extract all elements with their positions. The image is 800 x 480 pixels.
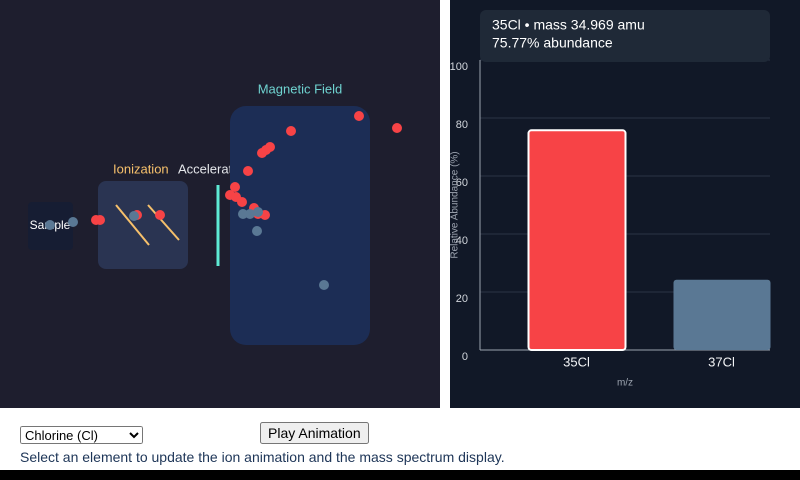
y-tick-label: 40 (456, 235, 468, 247)
x-axis-title: m/z (617, 378, 633, 389)
ion (155, 210, 165, 220)
ion (45, 220, 55, 230)
ion (286, 126, 296, 136)
ion-particles (45, 111, 402, 290)
bar (527, 129, 627, 351)
y-tick-label: 80 (456, 119, 468, 131)
ionization-chamber (98, 181, 188, 269)
ion (238, 209, 248, 219)
ion (129, 211, 139, 221)
ion (392, 123, 402, 133)
element-select[interactable]: Chlorine (Cl) (20, 426, 143, 444)
x-tick-label: 35Cl (563, 354, 590, 369)
tooltip-text: 75.77% abundance (492, 35, 613, 51)
ion (95, 215, 105, 225)
ion (253, 207, 263, 217)
app-view: Sample Ionization Acceleration Magnetic … (0, 0, 800, 408)
ion (319, 280, 329, 290)
ion (265, 142, 275, 152)
ion (68, 217, 78, 227)
ion (354, 111, 364, 121)
y-tick-label: 20 (456, 293, 468, 305)
ion (252, 226, 262, 236)
y-tick-label: 0 (462, 351, 468, 363)
ionization-grid (147, 204, 180, 241)
ion (230, 182, 240, 192)
tooltip-box (480, 10, 770, 62)
play-button[interactable]: Play Animation (260, 422, 369, 444)
magnetic-field-label: Magnetic Field (258, 81, 343, 96)
y-tick-label: 60 (456, 177, 468, 189)
tooltip-text: 35Cl • mass 34.969 amu (492, 17, 645, 33)
x-tick-label: 37Cl (708, 354, 735, 369)
bottom-strip (0, 470, 800, 480)
ionization-label: Ionization (113, 161, 169, 176)
magnet-region (230, 106, 370, 345)
bar (673, 279, 771, 350)
ionization-grid (115, 204, 150, 246)
ion (243, 166, 253, 176)
y-tick-label: 100 (450, 61, 468, 73)
ion (237, 197, 247, 207)
y-axis-title: Relative Abundance (%) (450, 151, 461, 258)
instruction-text: Select an element to update the ion anim… (20, 449, 505, 465)
ion (245, 209, 255, 219)
